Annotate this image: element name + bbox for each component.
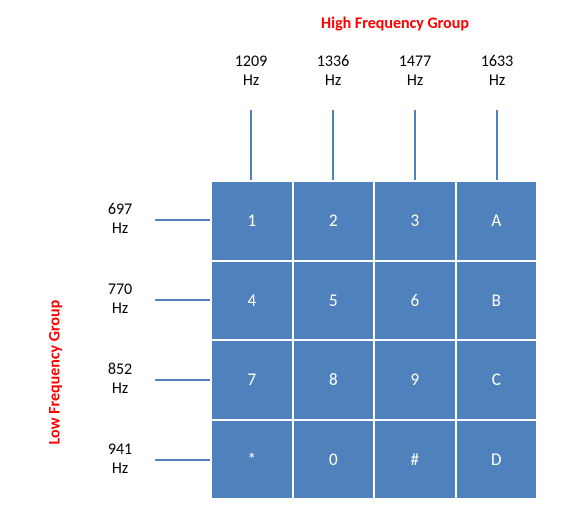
column-tick bbox=[496, 110, 498, 180]
low-frequency-group-title: Low Frequency Group bbox=[46, 235, 65, 445]
freq-value: 770 bbox=[108, 280, 132, 299]
freq-value: 852 bbox=[108, 360, 132, 379]
freq-unit: Hz bbox=[112, 459, 128, 478]
keypad-cell: 7 bbox=[211, 340, 293, 420]
keypad-cell: 1 bbox=[211, 181, 293, 261]
column-frequency-label: 1633Hz bbox=[467, 52, 527, 90]
row-tick bbox=[155, 459, 210, 461]
row-frequency-label: 770Hz bbox=[90, 280, 150, 318]
keypad-cell: # bbox=[374, 420, 456, 500]
freq-unit: Hz bbox=[112, 299, 128, 318]
row-frequency-label: 852Hz bbox=[90, 360, 150, 398]
row-tick bbox=[155, 379, 210, 381]
keypad-cell: B bbox=[456, 261, 538, 341]
freq-value: 1336 bbox=[317, 52, 349, 71]
freq-value: 941 bbox=[108, 440, 132, 459]
column-tick bbox=[414, 110, 416, 180]
keypad-cell: 4 bbox=[211, 261, 293, 341]
freq-value: 1477 bbox=[399, 52, 431, 71]
freq-unit: Hz bbox=[243, 71, 259, 90]
keypad-cell: A bbox=[456, 181, 538, 261]
freq-unit: Hz bbox=[112, 219, 128, 238]
keypad-cell: C bbox=[456, 340, 538, 420]
freq-unit: Hz bbox=[407, 71, 423, 90]
keypad-cell: * bbox=[211, 420, 293, 500]
keypad-cell: 2 bbox=[293, 181, 375, 261]
keypad-cell: 5 bbox=[293, 261, 375, 341]
keypad-cell: 3 bbox=[374, 181, 456, 261]
freq-value: 697 bbox=[108, 200, 132, 219]
keypad-cell: 8 bbox=[293, 340, 375, 420]
keypad-cell: D bbox=[456, 420, 538, 500]
column-frequency-label: 1477Hz bbox=[385, 52, 445, 90]
freq-value: 1209 bbox=[235, 52, 267, 71]
dtmf-keypad-grid: 123A 456B 789C *0#D bbox=[210, 180, 538, 500]
column-frequency-label: 1336Hz bbox=[303, 52, 363, 90]
high-frequency-group-title: High Frequency Group bbox=[290, 14, 500, 33]
row-tick bbox=[155, 299, 210, 301]
row-frequency-label: 697Hz bbox=[90, 200, 150, 238]
keypad-cell: 9 bbox=[374, 340, 456, 420]
freq-unit: Hz bbox=[489, 71, 505, 90]
column-tick bbox=[250, 110, 252, 180]
row-tick bbox=[155, 219, 210, 221]
column-tick bbox=[332, 110, 334, 180]
freq-value: 1633 bbox=[481, 52, 513, 71]
keypad-cell: 6 bbox=[374, 261, 456, 341]
column-frequency-label: 1209Hz bbox=[221, 52, 281, 90]
row-frequency-label: 941Hz bbox=[90, 440, 150, 478]
freq-unit: Hz bbox=[325, 71, 341, 90]
keypad-cell: 0 bbox=[293, 420, 375, 500]
freq-unit: Hz bbox=[112, 379, 128, 398]
